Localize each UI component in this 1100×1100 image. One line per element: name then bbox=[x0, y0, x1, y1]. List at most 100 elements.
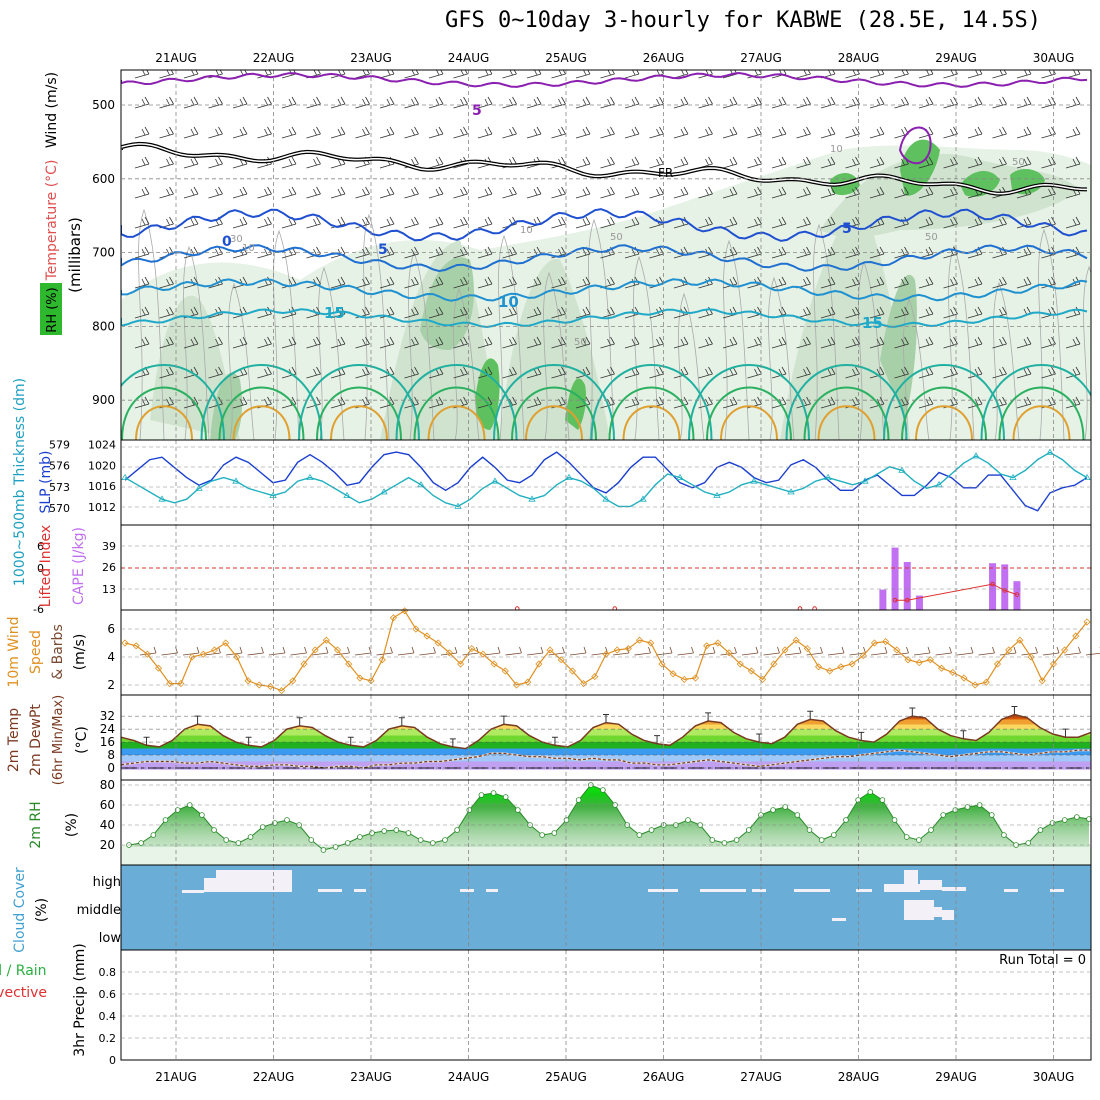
wind-barb bbox=[649, 366, 664, 379]
minmax-whisker bbox=[398, 717, 405, 726]
temp-contour-0 bbox=[121, 208, 1088, 242]
date-label-top: 21AUG bbox=[155, 51, 197, 65]
wind-speed-point bbox=[613, 646, 621, 654]
10m-wind-frame bbox=[120, 609, 1092, 696]
rh-point bbox=[199, 812, 205, 818]
wind-barb bbox=[698, 216, 713, 229]
cloud-block bbox=[752, 889, 766, 892]
wind-barb bbox=[134, 336, 150, 349]
wind-barb bbox=[1090, 317, 1091, 319]
wind-barb bbox=[306, 96, 321, 109]
minmax-whisker bbox=[909, 707, 916, 717]
wind-barb bbox=[820, 366, 836, 379]
wind-barb bbox=[747, 216, 762, 229]
wind-barb bbox=[967, 126, 983, 139]
wind-barb bbox=[845, 126, 860, 139]
wind-barb bbox=[698, 336, 713, 349]
cloud-block bbox=[1050, 889, 1064, 892]
wind-barb bbox=[1016, 246, 1032, 259]
slp-thickness-frame bbox=[120, 439, 1092, 526]
wind-barb bbox=[943, 96, 958, 109]
wind-barb bbox=[453, 70, 468, 79]
wind-speed-point bbox=[490, 660, 498, 668]
date-label-bottom: 24AUG bbox=[448, 1070, 490, 1084]
wind-barb bbox=[477, 276, 493, 289]
wind-barb bbox=[967, 306, 983, 319]
minmax-whisker bbox=[705, 712, 712, 722]
wind-barb bbox=[526, 306, 542, 319]
thickness-line-point bbox=[676, 473, 684, 480]
cape-bar bbox=[1001, 564, 1009, 610]
li-point bbox=[1014, 592, 1020, 597]
wind-barb-10m bbox=[634, 646, 651, 656]
rh-point bbox=[442, 837, 448, 843]
cloud-block bbox=[318, 889, 342, 892]
wind-barb bbox=[453, 186, 468, 199]
axis-label-temp-units: (°C) bbox=[74, 726, 90, 754]
wind-barb bbox=[159, 366, 174, 379]
rh-point bbox=[259, 824, 266, 830]
ytick-pressure: 500 bbox=[92, 98, 115, 112]
wind-barb bbox=[526, 126, 542, 139]
wind-speed-point bbox=[389, 614, 398, 622]
wind-barb bbox=[624, 216, 640, 229]
ytick-pressure: 600 bbox=[92, 172, 115, 186]
temp-contour-arch bbox=[395, 364, 518, 440]
wind-speed-point bbox=[658, 660, 666, 668]
wind-barb bbox=[526, 336, 542, 349]
wind-barb bbox=[281, 186, 297, 199]
temp-contour-purple bbox=[898, 126, 932, 165]
wind-barb bbox=[1065, 216, 1081, 229]
wind-barb bbox=[600, 96, 615, 109]
wind-barb bbox=[257, 96, 272, 109]
wind-barb bbox=[918, 186, 934, 199]
temp-contour-arch bbox=[590, 364, 713, 440]
wind-barb bbox=[355, 336, 370, 349]
wind-barb bbox=[600, 186, 615, 199]
wind-barb bbox=[1065, 70, 1081, 79]
wind-speed-point bbox=[736, 660, 744, 668]
thickness-line-point bbox=[787, 488, 795, 495]
wind-barb bbox=[551, 336, 566, 349]
rh-contour bbox=[363, 213, 390, 440]
rh-point bbox=[831, 832, 837, 838]
wind-barb bbox=[796, 186, 811, 199]
wind-barb bbox=[355, 366, 370, 379]
rh-contour bbox=[228, 282, 255, 440]
ytick-cloud: low bbox=[99, 931, 122, 946]
temp-contour-purple bbox=[121, 71, 1088, 88]
ytick-rh: 60 bbox=[100, 798, 115, 812]
rh-area bbox=[129, 785, 1089, 850]
rh-point bbox=[1001, 832, 1007, 838]
wind-barb bbox=[281, 96, 297, 109]
wind-barb bbox=[1065, 156, 1081, 169]
wind-barb bbox=[600, 366, 615, 379]
wind-barb bbox=[208, 336, 223, 349]
wind-barb bbox=[624, 186, 640, 199]
wind-barb bbox=[526, 186, 542, 199]
wind-barb bbox=[477, 186, 493, 199]
wind-barb bbox=[502, 306, 517, 319]
wind-speed-point bbox=[826, 667, 834, 675]
rh-point bbox=[344, 840, 351, 846]
wind-speed-point bbox=[434, 639, 442, 647]
ytick-thickness: 573 bbox=[49, 481, 70, 494]
ytick-li: 0 bbox=[37, 562, 44, 575]
wind-speed-point bbox=[278, 687, 286, 695]
wind-barb bbox=[453, 306, 468, 319]
minmax-whisker bbox=[960, 730, 967, 739]
rh-contour bbox=[273, 229, 300, 440]
wind-barb bbox=[575, 306, 591, 319]
wind-barb bbox=[771, 186, 787, 199]
wind-speed-point bbox=[938, 664, 946, 672]
axis-label-precip: 3hr Precip (mm) bbox=[72, 943, 88, 1056]
cape-bar bbox=[915, 595, 923, 610]
thickness-line bbox=[124, 451, 1088, 508]
rh-point bbox=[515, 807, 521, 813]
wind-speed-line bbox=[124, 609, 1088, 692]
ytick-pressure: 900 bbox=[92, 393, 115, 407]
temp-contour-arch bbox=[915, 405, 973, 440]
wind-barb bbox=[502, 96, 517, 109]
wind-barb bbox=[722, 96, 738, 109]
